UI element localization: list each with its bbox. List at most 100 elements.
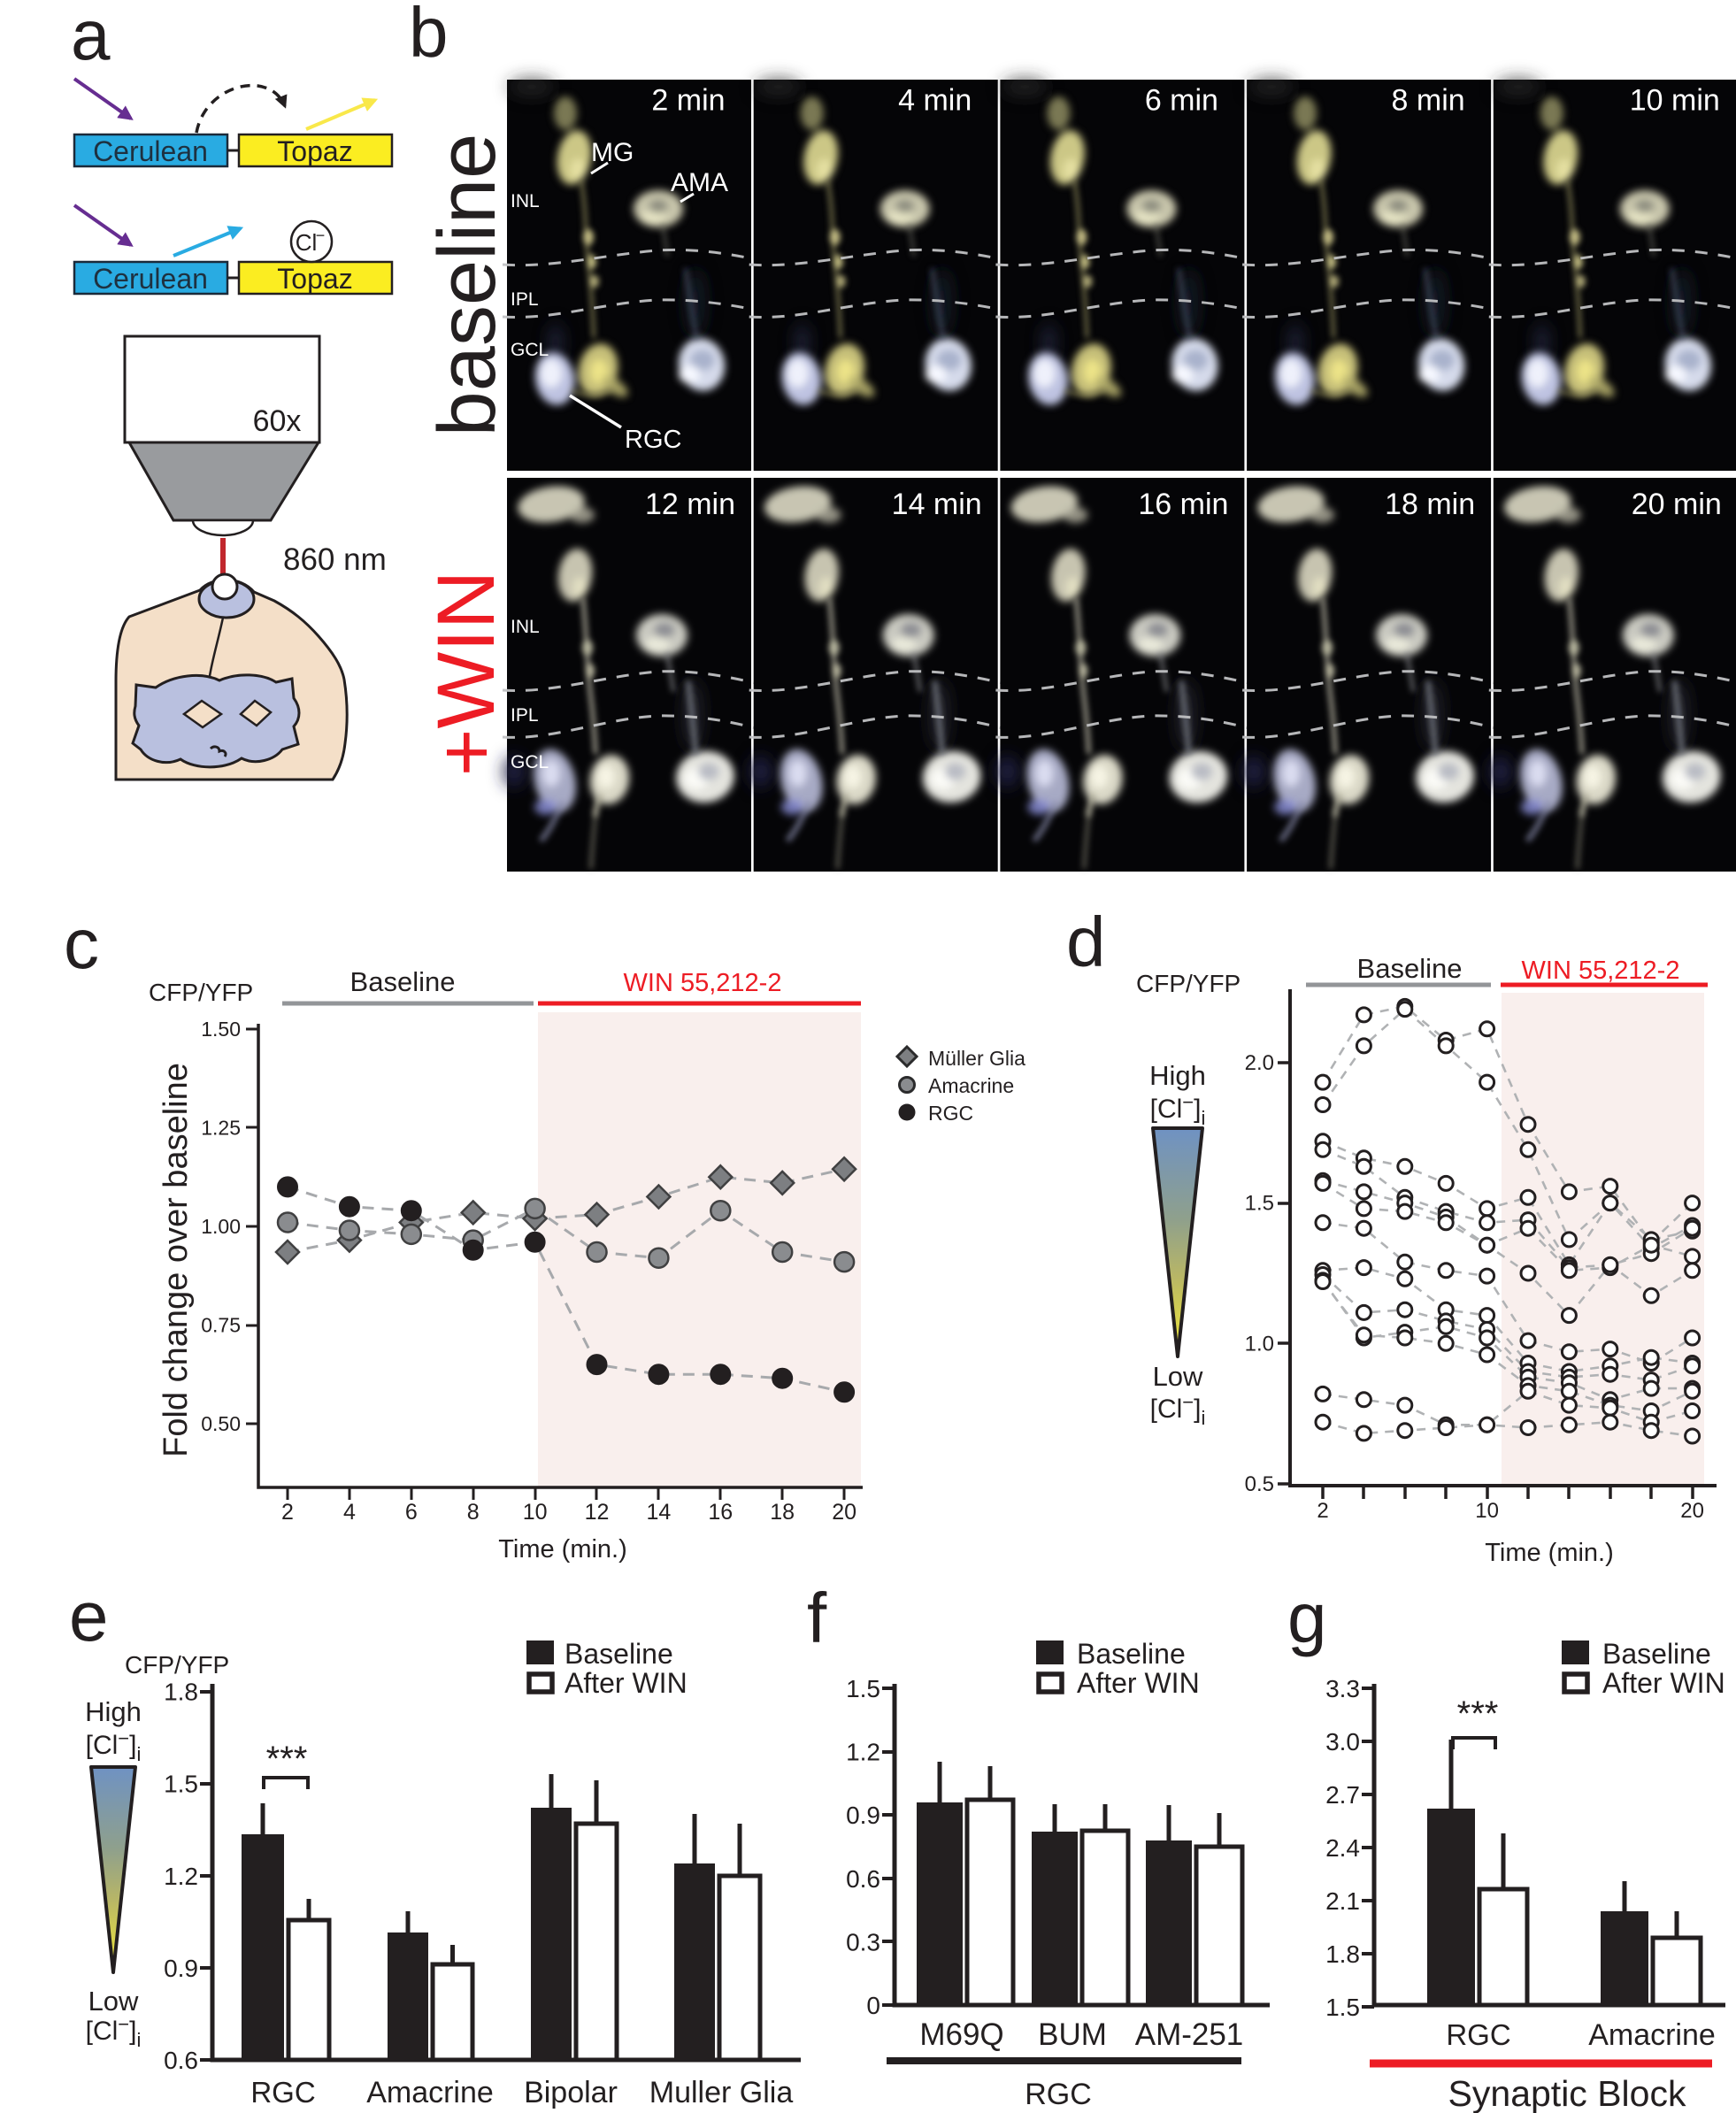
svg-text:12: 12 [585,1500,610,1525]
svg-text:18 min: 18 min [1385,488,1475,521]
svg-text:8 min: 8 min [1392,84,1465,118]
svg-text:[Cl−]i: [Cl−]i [1150,1391,1206,1429]
svg-text:Baseline: Baseline [1602,1638,1711,1670]
svg-text:0.3: 0.3 [846,1928,880,1955]
svg-text:0.75: 0.75 [201,1314,241,1337]
svg-text:16 min: 16 min [1138,488,1228,521]
svg-text:0.9: 0.9 [846,1802,880,1829]
svg-text:20: 20 [832,1500,856,1525]
svg-text:INL: INL [511,191,540,211]
svg-text:0.6: 0.6 [846,1865,880,1893]
svg-text:0.50: 0.50 [201,1412,241,1435]
svg-text:d: d [1066,903,1106,981]
svg-text:b: b [409,0,449,72]
svg-text:10 min: 10 min [1630,84,1720,118]
svg-text:6 min: 6 min [1145,84,1218,118]
svg-text:2: 2 [281,1500,294,1525]
svg-text:20: 20 [1680,1499,1704,1523]
svg-text:AMA: AMA [671,168,728,197]
svg-text:Amacrine: Amacrine [1588,2018,1716,2052]
svg-text:After WIN: After WIN [1077,1667,1200,1699]
svg-text:1.2: 1.2 [846,1739,880,1766]
svg-text:M69Q: M69Q [919,2017,1003,2052]
svg-text:14 min: 14 min [892,488,982,521]
svg-text:RGC: RGC [1025,2078,1092,2111]
svg-text:CFP/YFP: CFP/YFP [149,979,253,1006]
svg-text:High: High [85,1696,142,1727]
svg-text:Time (min.): Time (min.) [1485,1539,1614,1567]
svg-text:10: 10 [523,1500,548,1525]
svg-text:Amacrine: Amacrine [366,2076,494,2109]
svg-text:g: g [1287,1579,1327,1657]
svg-text:1.5: 1.5 [846,1675,880,1702]
svg-text:Time (min.): Time (min.) [498,1535,627,1564]
svg-text:860 nm: 860 nm [283,542,387,577]
svg-text:0.5: 0.5 [1245,1472,1274,1496]
svg-text:Synaptic Block: Synaptic Block [1448,2073,1686,2113]
svg-text:4: 4 [343,1500,356,1525]
svg-text:12 min: 12 min [645,488,735,521]
svg-text:GCL: GCL [511,340,549,360]
svg-text:0.6: 0.6 [164,2047,198,2074]
svg-text:0.9: 0.9 [164,1955,198,1982]
svg-text:RGC: RGC [250,2076,315,2109]
svg-text:Topaz: Topaz [277,263,352,295]
svg-text:1.50: 1.50 [201,1018,241,1041]
svg-text:3.3: 3.3 [1325,1675,1360,1702]
svg-text:1.5: 1.5 [1325,1994,1360,2021]
svg-text:Bipolar: Bipolar [524,2076,618,2109]
svg-text:1.5: 1.5 [1245,1192,1274,1216]
svg-text:High: High [1149,1060,1206,1091]
svg-text:10: 10 [1475,1499,1499,1523]
svg-text:Cl: Cl [296,229,318,256]
svg-text:***: *** [266,1740,308,1779]
svg-text:INL: INL [511,617,540,637]
svg-text:[Cl−]i: [Cl−]i [1150,1091,1206,1129]
svg-text:1.25: 1.25 [201,1117,241,1140]
svg-text:Baseline: Baseline [565,1638,673,1670]
svg-text:Baseline: Baseline [350,966,456,997]
svg-text:WIN 55,212-2: WIN 55,212-2 [1522,957,1680,985]
svg-text:After WIN: After WIN [565,1667,687,1699]
svg-text:AM-251: AM-251 [1135,2017,1244,2052]
svg-text:a: a [71,0,111,74]
svg-text:MG: MG [591,138,634,167]
svg-text:e: e [69,1577,109,1656]
svg-text:2.0: 2.0 [1245,1051,1274,1075]
svg-text:3.0: 3.0 [1325,1728,1360,1756]
svg-text:CFP/YFP: CFP/YFP [125,1651,229,1679]
svg-text:2: 2 [1317,1499,1328,1523]
svg-text:***: *** [1457,1694,1499,1733]
svg-text:After WIN: After WIN [1602,1667,1725,1699]
svg-text:IPL: IPL [511,705,539,726]
svg-text:1.0: 1.0 [1245,1332,1274,1356]
svg-text:1.5: 1.5 [164,1771,198,1798]
svg-text:Baseline: Baseline [1077,1638,1186,1670]
svg-text:Low: Low [1153,1361,1203,1392]
svg-text:−: − [316,227,326,244]
svg-text:CFP/YFP: CFP/YFP [1136,970,1241,997]
svg-text:0: 0 [866,1992,880,2019]
svg-text:60x: 60x [253,404,302,438]
svg-text:RGC: RGC [625,426,681,454]
svg-text:1.2: 1.2 [164,1863,198,1890]
svg-text:2.7: 2.7 [1325,1781,1360,1809]
svg-text:[Cl−]i: [Cl−]i [86,1727,142,1765]
svg-text:+WIN: +WIN [421,571,511,777]
svg-text:Fold change over baseline: Fold change over baseline [157,1063,195,1457]
svg-text:2.4: 2.4 [1325,1834,1360,1862]
svg-text:Topaz: Topaz [277,135,352,167]
svg-text:1.00: 1.00 [201,1215,241,1238]
svg-text:4 min: 4 min [898,84,972,118]
svg-text:Baseline: Baseline [1357,953,1463,984]
svg-text:IPL: IPL [511,289,539,310]
svg-text:1.8: 1.8 [1325,1940,1360,1968]
svg-text:Cerulean: Cerulean [93,263,208,295]
svg-text:[Cl−]i: [Cl−]i [86,2013,142,2051]
svg-text:f: f [807,1579,827,1657]
svg-text:WIN 55,212-2: WIN 55,212-2 [624,969,782,997]
svg-text:16: 16 [708,1500,733,1525]
svg-text:c: c [64,904,99,983]
svg-text:baseline: baseline [422,134,512,437]
svg-text:14: 14 [646,1500,671,1525]
